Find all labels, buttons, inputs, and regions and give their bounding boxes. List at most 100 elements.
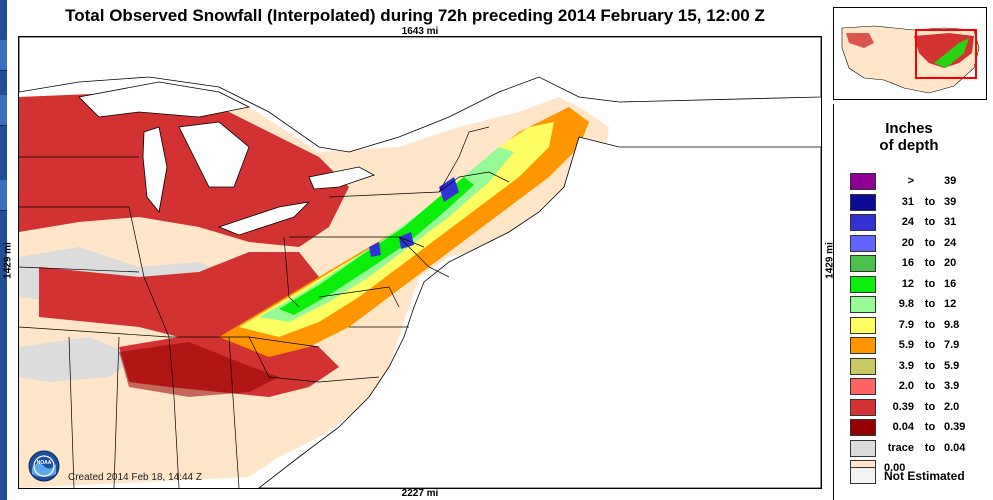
distance-label-top: 1643 mi — [401, 26, 439, 37]
legend-swatch — [850, 173, 876, 190]
legend-swatch — [850, 398, 876, 416]
legend-range-low: 20 — [901, 236, 914, 249]
legend-title-line2: of depth — [879, 137, 939, 154]
not-estimated-swatch — [850, 467, 876, 484]
legend-range-high: 39 — [944, 175, 957, 187]
not-estimated-label: Not Estimated — [884, 469, 965, 483]
legend-range-low: > — [907, 175, 914, 187]
legend-range-high: 0.39 — [944, 421, 966, 433]
legend-title-line1: Inches — [885, 120, 933, 137]
canada-region — [19, 37, 821, 153]
lake-ontario — [308, 166, 375, 190]
legend-range-low: 7.9 — [898, 318, 914, 331]
legend-range-sep: to — [924, 216, 936, 228]
legend-range-low: 12 — [901, 277, 914, 290]
snowfall-map[interactable] — [18, 36, 822, 489]
trace-snow-area — [19, 337, 139, 382]
legend-range-high: 0.04 — [944, 441, 966, 454]
legend-range-low: 0.04 — [892, 421, 914, 433]
legend-row: 16 to 20 — [850, 254, 990, 274]
left-edge-tab[interactable] — [0, 40, 7, 71]
legend-title: Inches of depth — [834, 120, 984, 154]
legend-range-sep: to — [924, 277, 936, 290]
legend-range-high: 24 — [944, 236, 957, 249]
noaa-logo-icon: NOAA — [28, 450, 60, 482]
distance-label-left: 1429 mi — [2, 242, 14, 279]
legend-row: 7.9 to 9.8 — [850, 316, 990, 336]
noaa-logo-text: NOAA — [37, 460, 52, 466]
lake-superior — [78, 81, 251, 118]
lake-huron — [178, 121, 250, 188]
inset-view-box — [915, 29, 977, 79]
legend-range-sep: to — [924, 318, 936, 331]
legend-range-sep: to — [924, 400, 936, 413]
legend-swatch — [850, 419, 876, 436]
legend-row: 9.8 to 12 — [850, 295, 990, 315]
blue-snow-patches — [369, 177, 459, 257]
legend-row: 0.04 to 0.39 — [850, 418, 990, 438]
legend-range-low: 5.9 — [898, 339, 914, 351]
legend-row: >39 — [850, 172, 990, 192]
legend-range-low: 0.39 — [892, 400, 914, 413]
legend-range-sep: to — [924, 236, 936, 249]
legend-range-low: 9.8 — [898, 298, 914, 310]
legend-row: 2.0 to 3.9 — [850, 377, 990, 397]
legend-range-low: 2.0 — [898, 380, 914, 392]
legend-range-sep: to — [924, 421, 936, 433]
legend-range-high: 20 — [944, 257, 957, 269]
legend-row: 0.39 to 2.0 — [850, 398, 990, 418]
legend-range-sep: to — [924, 339, 936, 351]
legend-swatch — [850, 214, 876, 231]
legend-range-low: 3.9 — [898, 359, 914, 372]
legend-swatch — [850, 378, 876, 395]
atlantic-ocean — [258, 136, 821, 488]
legend-range-sep: to — [924, 380, 936, 392]
left-edge-strip — [0, 0, 7, 500]
legend-range-low: 31 — [901, 195, 914, 208]
legend-swatch — [850, 439, 876, 457]
legend-range-low: trace — [887, 441, 914, 454]
legend-range-low: 24 — [901, 216, 914, 228]
left-edge-tab[interactable] — [0, 95, 7, 126]
legend-swatch — [850, 296, 876, 313]
legend-range-sep: to — [924, 441, 936, 454]
legend-row: trace to 0.04 — [850, 439, 990, 459]
legend-range-high: 16 — [944, 277, 957, 290]
lake-erie — [217, 201, 311, 236]
inset-map-canvas — [834, 8, 986, 99]
legend-range-high: 7.9 — [944, 339, 960, 351]
legend-swatch — [850, 234, 876, 252]
light-snow-area — [19, 92, 349, 247]
legend-row: 3.9 to 5.9 — [850, 357, 990, 377]
legend-swatch — [850, 357, 876, 375]
legend-range-high: 5.9 — [944, 359, 960, 372]
legend-swatch — [850, 255, 876, 272]
legend-range-high: 12 — [944, 298, 957, 310]
snowfall-map-canvas — [19, 37, 821, 488]
legend-swatch — [850, 193, 876, 211]
legend-row: 20 to 24 — [850, 234, 990, 254]
inset-locator-map[interactable] — [833, 7, 987, 100]
legend-swatch — [850, 316, 876, 334]
light-snow-area — [39, 252, 319, 337]
inset-snow-area — [846, 33, 874, 48]
legend-range-sep: to — [924, 195, 936, 208]
legend-swatch — [850, 337, 876, 354]
legend-value: 0.00 — [884, 462, 906, 474]
legend-range-high: 3.9 — [944, 380, 960, 392]
legend-panel: Inches of depth >39 31 to 39 24 to 31 20 to 24 16 t… — [833, 104, 993, 500]
legend-range-high: 31 — [944, 216, 957, 228]
inset-snow-band — [934, 38, 969, 68]
lake-michigan — [142, 126, 168, 213]
left-edge-tab[interactable] — [0, 180, 7, 211]
legend-range-high: 39 — [944, 195, 957, 208]
map-title: Total Observed Snowfall (Interpolated) d… — [65, 6, 765, 25]
state-borders — [19, 126, 510, 488]
legend-range-sep: to — [924, 257, 936, 269]
legend-range-low: 16 — [901, 257, 914, 269]
legend-row: 12 to 16 — [850, 275, 990, 295]
legend-row: 31 to 39 — [850, 193, 990, 213]
distance-label-bottom: 2227 mi — [401, 488, 439, 499]
legend-row: 24 to 31 — [850, 213, 990, 233]
legend-range-sep: to — [924, 359, 936, 372]
